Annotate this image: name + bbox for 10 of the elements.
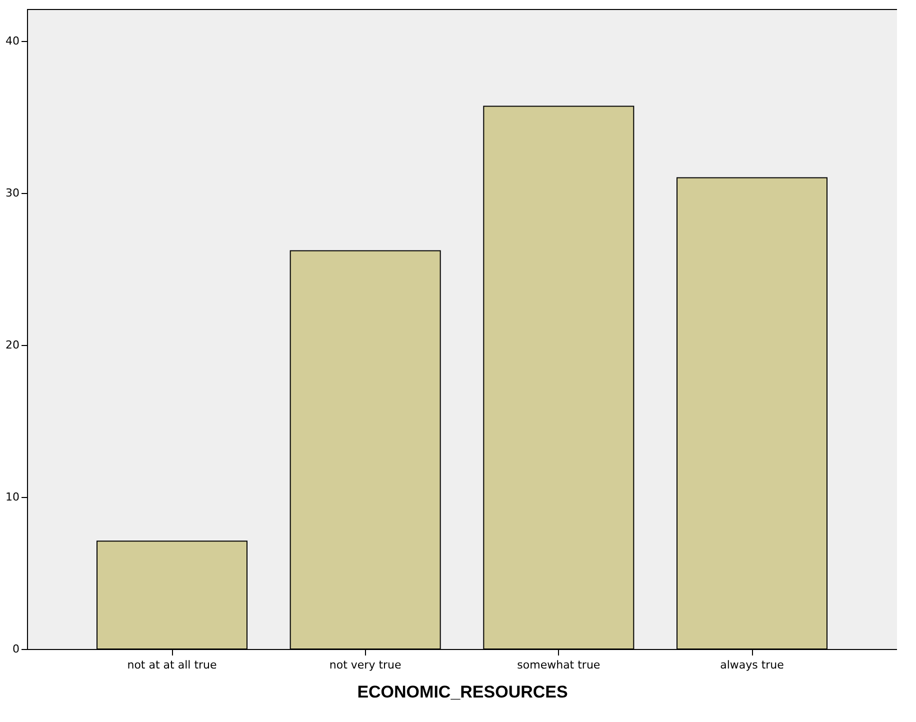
x-tick-label: somewhat true <box>517 658 600 672</box>
x-tick-label: not at at all true <box>127 658 217 672</box>
x-axis-title: ECONOMIC_RESOURCES <box>357 682 568 702</box>
y-tick-label: 0 <box>12 642 20 656</box>
y-tick-label: 30 <box>6 186 20 200</box>
y-tick-label: 10 <box>6 490 20 504</box>
y-tick-label: 20 <box>6 338 20 352</box>
x-tick-label: always true <box>720 658 784 672</box>
y-tick-label: 40 <box>6 34 20 48</box>
x-tick-label: not very true <box>329 658 402 672</box>
